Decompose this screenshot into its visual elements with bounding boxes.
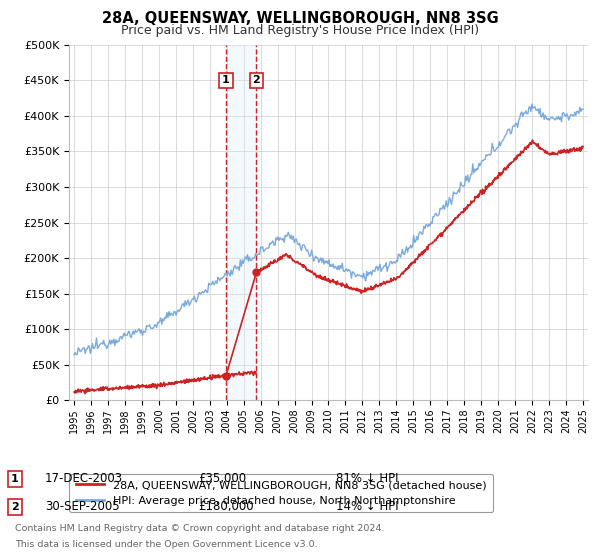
Text: 14% ↓ HPI: 14% ↓ HPI xyxy=(336,500,398,514)
Text: 30-SEP-2005: 30-SEP-2005 xyxy=(45,500,119,514)
Text: £180,000: £180,000 xyxy=(198,500,254,514)
Text: 2: 2 xyxy=(11,502,19,512)
Text: This data is licensed under the Open Government Licence v3.0.: This data is licensed under the Open Gov… xyxy=(15,540,317,549)
Text: 28A, QUEENSWAY, WELLINGBOROUGH, NN8 3SG: 28A, QUEENSWAY, WELLINGBOROUGH, NN8 3SG xyxy=(101,11,499,26)
Legend: 28A, QUEENSWAY, WELLINGBOROUGH, NN8 3SG (detached house), HPI: Average price, de: 28A, QUEENSWAY, WELLINGBOROUGH, NN8 3SG … xyxy=(70,474,493,512)
Text: £35,000: £35,000 xyxy=(198,472,246,486)
Text: 2: 2 xyxy=(253,76,260,85)
Text: Contains HM Land Registry data © Crown copyright and database right 2024.: Contains HM Land Registry data © Crown c… xyxy=(15,524,385,533)
Text: 1: 1 xyxy=(11,474,19,484)
Text: 1: 1 xyxy=(222,76,230,85)
Text: 81% ↓ HPI: 81% ↓ HPI xyxy=(336,472,398,486)
Text: Price paid vs. HM Land Registry's House Price Index (HPI): Price paid vs. HM Land Registry's House … xyxy=(121,24,479,36)
Bar xyxy=(226,45,256,400)
Text: 17-DEC-2003: 17-DEC-2003 xyxy=(45,472,123,486)
